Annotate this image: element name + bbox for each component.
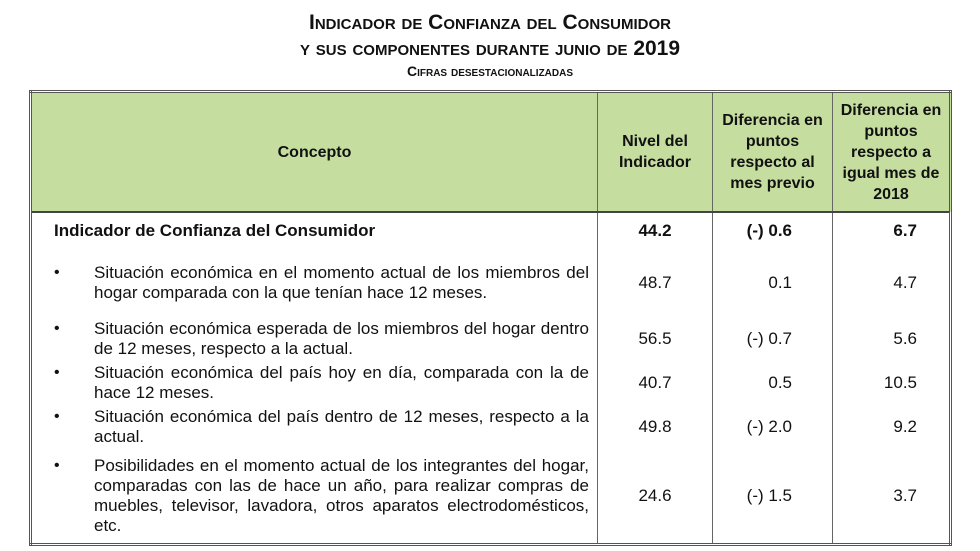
data-table: Concepto Nivel del Indicador Diferencia en… [29,90,952,546]
concept-text: Situación económica en el momento actual… [94,263,589,302]
row: • Situación económica en el momento actua… [30,249,951,317]
cell: (-) 1.5 [712,449,833,544]
column-header: Concepto [30,91,598,213]
titles: Indicador de Confianza del Consumidor y … [0,10,980,80]
column-header: Nivel del Indicador [597,91,713,213]
bullet-item: • Situación económica del país dentro de … [54,407,589,447]
cell: 24.6 [597,449,713,544]
cell: 44.2 [597,212,713,249]
concept: • Situación económica en el momento actua… [30,249,598,317]
concept-text: Situación económica del país hoy en día,… [94,362,589,402]
bullet-item: • Situación económica esperada de los mie… [54,319,589,359]
column-header: Diferencia en puntos respecto al mes pre… [712,91,833,213]
concept: • Situación económica del país hoy en día… [30,361,598,404]
cell: 5.6 [832,317,951,361]
cell: 0.1 [712,249,833,317]
cell: 4.7 [832,249,951,317]
cell: 40.7 [597,361,713,404]
bullet-item: • Situación económica del país hoy en día… [54,363,589,403]
title: Indicador de Confianza del Consumidor [309,11,671,34]
concept: • Posibilidades en el momento actual de l… [30,449,598,544]
header-row: Concepto Nivel del Indicador Diferencia en… [30,91,951,213]
bullet-item: • Situación económica en el momento actua… [54,263,589,303]
bullet: • [54,407,60,425]
main-row: Indicador de Confianza del Consumidor 44.… [30,212,951,249]
subtitle: y sus componentes durante junio de 2019 [299,37,681,60]
concept: • Situación económica esperada de los mie… [30,317,598,361]
cell: (-) 2.0 [712,404,833,449]
cell: (-) 0.6 [712,212,833,249]
concept-text: Situación económica esperada de los miem… [94,319,589,358]
concept: • Situación económica del país dentro de … [30,404,598,449]
row: • Situación económica del país hoy en día… [30,361,951,404]
cell: (-) 0.7 [712,317,833,361]
cell: 0.5 [712,361,833,404]
cell: 56.5 [597,317,713,361]
row: • Situación económica esperada de los mie… [30,317,951,361]
row: • Situación económica del país dentro de … [30,404,951,449]
bullet-item: • Posibilidades en el momento actual de l… [54,456,589,536]
cell: 6.7 [832,212,951,249]
bullet: • [54,320,60,337]
cell: 49.8 [597,404,713,449]
cell: 48.7 [597,249,713,317]
cell: 10.5 [832,361,951,404]
cell: 3.7 [832,449,951,544]
concept-text: Posibilidades en el momento actual de lo… [94,455,589,535]
note: Cifras desestacionalizadas [406,63,574,79]
bullet: • [54,264,60,281]
bullet: • [54,456,60,474]
concept: Indicador de Confianza del Consumidor [30,212,598,249]
table-body: Indicador de Confianza del Consumidor 44.… [30,212,951,544]
column-header: Diferencia en puntos respecto a igual me… [832,91,951,213]
concept-text: Situación económica del país dentro de 1… [94,406,589,446]
cell: 9.2 [832,404,951,449]
row: • Posibilidades en el momento actual de l… [30,449,951,544]
bullet: • [54,363,60,381]
